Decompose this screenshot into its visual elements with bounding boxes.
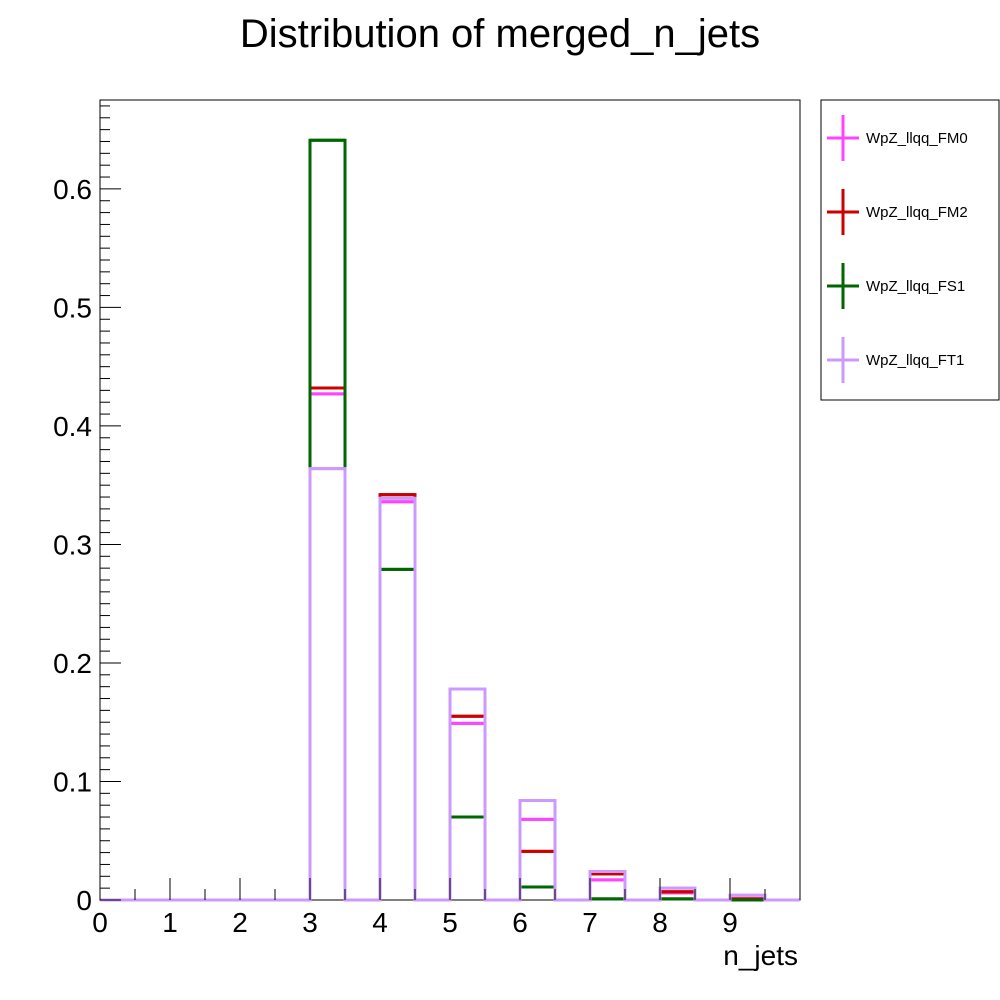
x-tick-label: 2 xyxy=(232,907,248,938)
legend-entry-WpZ_llqq_FM0: WpZ_llqq_FM0 xyxy=(827,115,968,161)
legend-label: WpZ_llqq_FM0 xyxy=(866,130,968,147)
legend-box xyxy=(820,99,1000,401)
legend-entry-WpZ_llqq_FS1: WpZ_llqq_FS1 xyxy=(827,263,965,309)
legend-label: WpZ_llqq_FT1 xyxy=(866,352,964,369)
histogram-bars xyxy=(100,138,800,902)
x-tick-label: 8 xyxy=(652,907,668,938)
axes: 0 0.1 0.2 0.3 0.4 0.5 0.6 0 1 2 3 4 5 6 7 8 9 xyxy=(53,105,801,938)
y-tick-label: 0.6 xyxy=(53,174,92,205)
x-tick-label: 3 xyxy=(302,907,318,938)
x-axis-label: n_jets xyxy=(723,940,798,971)
legend-label: WpZ_llqq_FM2 xyxy=(866,204,968,221)
y-tick-label: 0.5 xyxy=(53,292,92,323)
x-tick-label: 0 xyxy=(92,907,108,938)
legend-entry-WpZ_llqq_FM2: WpZ_llqq_FM2 xyxy=(827,189,968,235)
y-tick-label: 0 xyxy=(76,885,92,916)
x-tick-label: 6 xyxy=(512,907,528,938)
series-WpZ_llqq_FT1 xyxy=(100,467,800,902)
y-tick-label: 0.1 xyxy=(53,766,92,797)
x-tick-label: 1 xyxy=(162,907,178,938)
x-tick-label: 7 xyxy=(582,907,598,938)
y-tick-label: 0.2 xyxy=(53,648,92,679)
legend: WpZ_llqq_FM0 WpZ_llqq_FM2 WpZ_llqq_FS1 WpZ_… xyxy=(820,99,1000,401)
legend-label: WpZ_llqq_FS1 xyxy=(866,278,965,295)
y-tick-label: 0.3 xyxy=(53,529,92,560)
x-tick-label: 9 xyxy=(722,907,738,938)
legend-entry-WpZ_llqq_FT1: WpZ_llqq_FT1 xyxy=(827,337,964,383)
y-tick-label: 0.4 xyxy=(53,411,92,442)
chart-title: Distribution of merged_n_jets xyxy=(240,12,760,56)
x-tick-label: 4 xyxy=(372,907,388,938)
x-tick-label: 5 xyxy=(442,907,458,938)
